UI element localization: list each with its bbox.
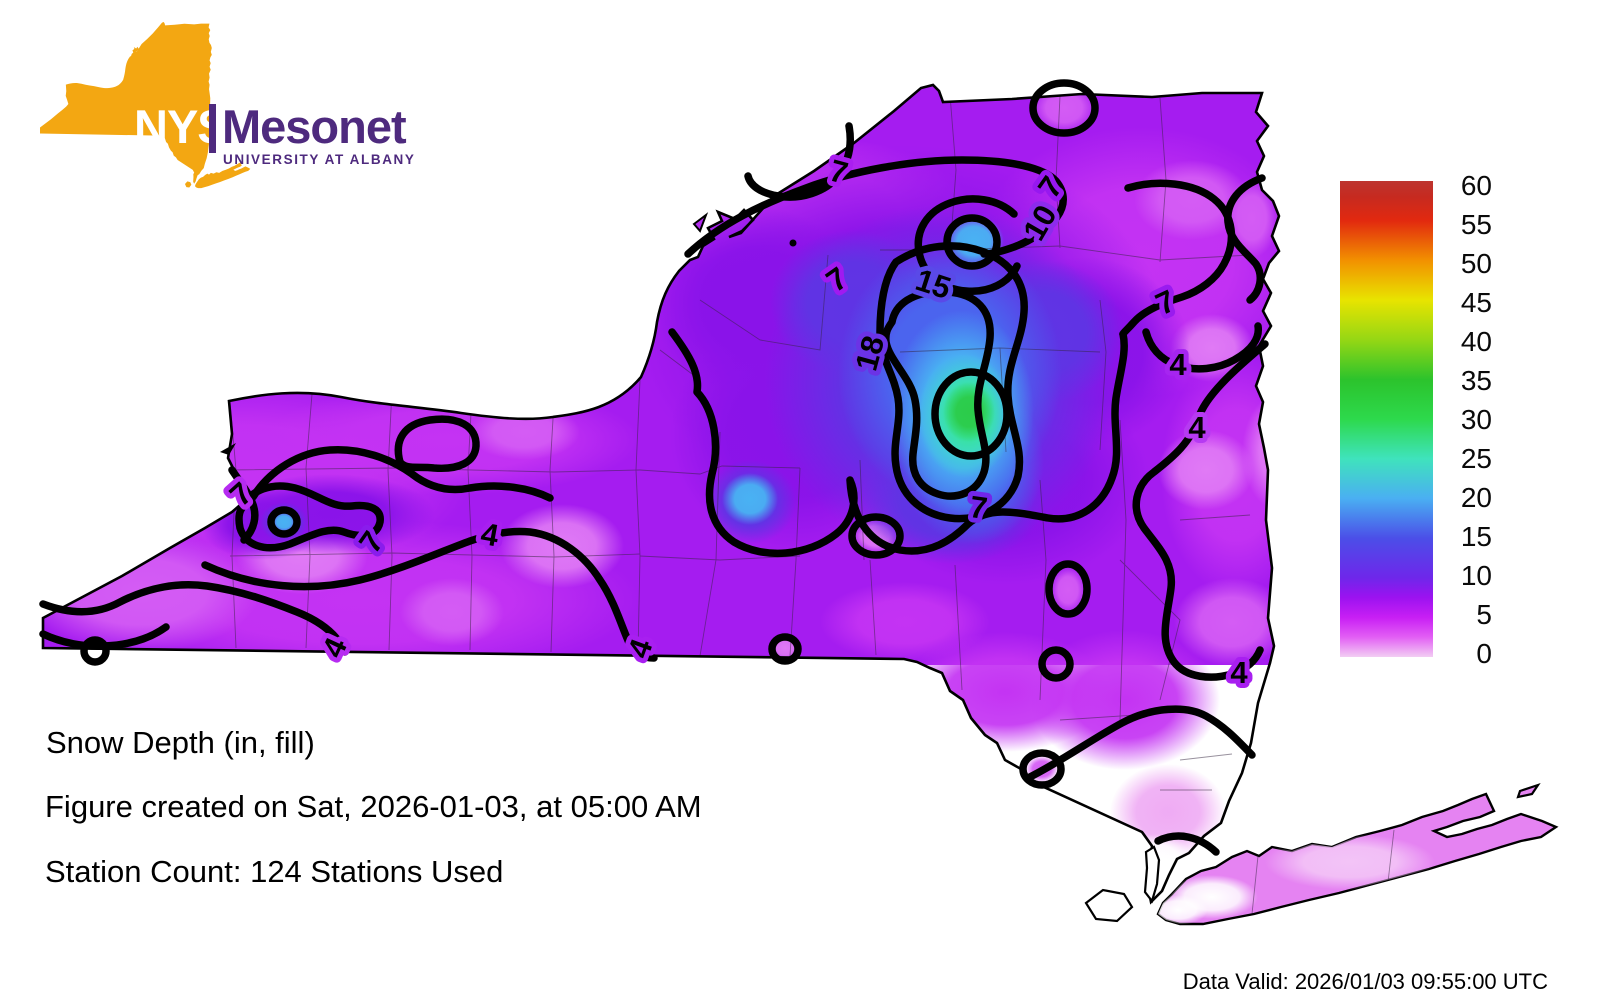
contour-label: 4 bbox=[1169, 347, 1187, 382]
colorbar-tick-label: 15 bbox=[1461, 521, 1492, 552]
station-dot bbox=[789, 239, 797, 247]
nys-mesonet-logo: NYS Mesonet UNIVERSITY AT ALBANY bbox=[40, 22, 416, 189]
colorbar-tick-label: 35 bbox=[1461, 365, 1492, 396]
color-scale-legend: 60 55 50 45 40 35 30 25 20 15 10 5 0 bbox=[1340, 170, 1492, 669]
snow-depth-fill-regions bbox=[43, 85, 1279, 886]
figure-created-text: Figure created on Sat, 2026-01-03, at 05… bbox=[45, 789, 702, 824]
staten-island-shape bbox=[1084, 888, 1134, 923]
ny-state-map: 7 7 7 10 15 18 7 4 4 7 4 7 7 4 4 4 bbox=[39, 79, 1558, 926]
station-count-text: Station Count: 124 Stations Used bbox=[45, 854, 503, 889]
colorbar-gradient bbox=[1340, 181, 1433, 657]
contour-label: 4 bbox=[1230, 655, 1248, 690]
contour-tick-mark bbox=[220, 443, 236, 455]
colorbar-tick-label: 25 bbox=[1461, 443, 1492, 474]
colorbar-tick-label: 30 bbox=[1461, 404, 1492, 435]
colorbar-tick-label: 60 bbox=[1461, 170, 1492, 201]
long-island bbox=[1084, 783, 1558, 926]
colorbar-tick-label: 40 bbox=[1461, 326, 1492, 357]
fishers-island-shape bbox=[1516, 783, 1540, 799]
logo-university-text: UNIVERSITY AT ALBANY bbox=[223, 152, 416, 167]
manhattan-shape bbox=[1143, 845, 1161, 903]
colorbar-tick-label: 10 bbox=[1461, 560, 1492, 591]
colorbar-tick-label: 50 bbox=[1461, 248, 1492, 279]
logo-divider-bar bbox=[209, 104, 216, 153]
map-title: Snow Depth (in, fill) bbox=[46, 725, 315, 760]
colorbar-tick-label: 0 bbox=[1476, 638, 1492, 669]
figure-captions: Snow Depth (in, fill) Figure created on … bbox=[45, 725, 1548, 994]
colorbar-tick-label: 20 bbox=[1461, 482, 1492, 513]
lake-ontario-islet bbox=[692, 212, 709, 233]
colorbar-tick-label: 55 bbox=[1461, 209, 1492, 240]
snow-depth-contour-lines bbox=[39, 79, 1269, 856]
data-valid-text: Data Valid: 2026/01/03 09:55:00 UTC bbox=[1183, 969, 1548, 994]
contour-label: 4 bbox=[1188, 410, 1206, 445]
logo-mesonet-text: Mesonet bbox=[222, 100, 407, 153]
colorbar-tick-label: 5 bbox=[1476, 599, 1492, 630]
colorbar-tick-label: 45 bbox=[1461, 287, 1492, 318]
